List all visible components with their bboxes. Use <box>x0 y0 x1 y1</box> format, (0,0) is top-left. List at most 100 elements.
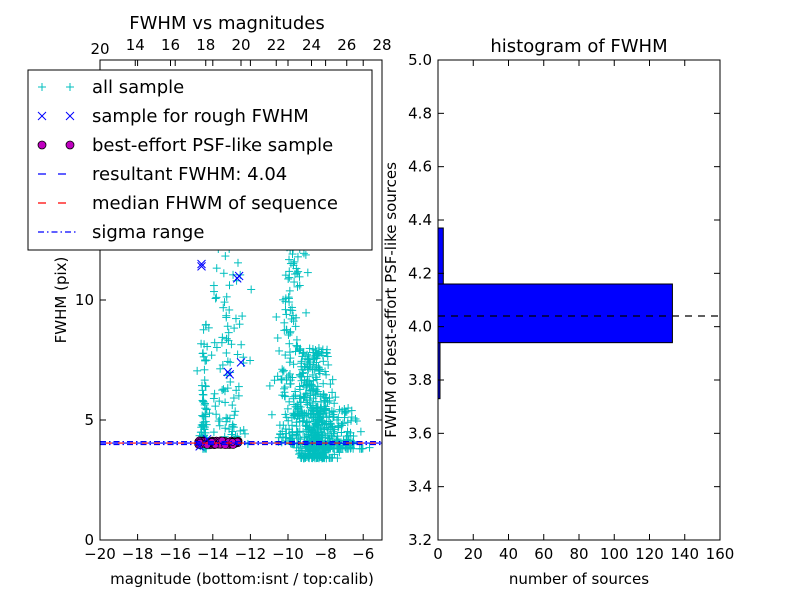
all-sample-point <box>285 255 294 264</box>
all-sample-point <box>222 334 231 343</box>
all-sample-point <box>198 390 207 399</box>
histogram-bars <box>438 227 673 400</box>
all-sample-point <box>281 294 290 303</box>
legend-x-b <box>37 111 47 121</box>
all-sample-point <box>267 410 276 419</box>
all-sample-point <box>324 360 333 369</box>
all-sample-point <box>200 400 209 409</box>
all-sample-point <box>312 352 321 361</box>
all-sample-point <box>305 362 314 371</box>
all-sample-point <box>282 413 291 422</box>
all-sample-point <box>215 421 224 430</box>
right-y-axis-label: FWHM of best-effort PSF-like sources <box>382 162 400 438</box>
all-sample-point <box>223 322 232 331</box>
all-sample-point <box>323 352 332 361</box>
all-sample-point <box>322 423 331 432</box>
all-sample-point <box>327 453 336 462</box>
all-sample-point <box>219 385 228 394</box>
all-sample-point <box>291 391 300 400</box>
all-sample-point <box>212 264 221 273</box>
all-sample-point <box>197 339 206 348</box>
all-sample-point <box>341 407 350 416</box>
right-y-tick-label: 4.2 <box>408 264 432 282</box>
all-sample-point <box>285 298 294 307</box>
rough-sample-x-b <box>236 358 246 367</box>
all-sample-point <box>322 370 331 379</box>
all-sample-point <box>291 347 300 356</box>
all-sample-point <box>338 419 347 428</box>
histogram-bar <box>438 283 673 344</box>
all-sample-point <box>340 409 349 418</box>
left-top-tick-label: 24 <box>302 36 321 54</box>
right-chart-title: histogram of FWHM <box>490 36 667 57</box>
rough-sample-point <box>236 358 246 367</box>
all-sample-point <box>329 410 338 419</box>
all-sample-point <box>293 282 302 291</box>
left-y-tick-label: 5 <box>84 411 94 429</box>
all-sample-point <box>282 310 291 319</box>
all-sample-point <box>298 349 307 358</box>
all-sample-point <box>302 308 311 317</box>
all-sample-point <box>281 351 290 360</box>
all-sample-point <box>290 270 299 279</box>
all-sample-point <box>293 412 302 421</box>
fwhm-reference-lines <box>100 441 382 446</box>
all-sample-point <box>239 425 248 434</box>
left-x-tick-label: −18 <box>122 545 154 563</box>
all-sample-point <box>314 432 323 441</box>
all-sample-point <box>200 365 209 374</box>
all-sample-point <box>273 334 282 343</box>
rough-sample-point <box>197 262 206 271</box>
left-top-extra-tick: 20 <box>90 40 109 58</box>
legend-x-marker <box>65 111 75 121</box>
right-y-tick-label: 3.4 <box>408 478 432 496</box>
all-sample-point <box>351 414 360 423</box>
all-sample-point <box>304 453 313 462</box>
all-sample-point <box>283 404 292 413</box>
all-sample-point <box>292 443 301 452</box>
right-x-tick-label: 20 <box>464 545 483 563</box>
all-sample-point <box>301 362 310 371</box>
all-sample-point <box>212 410 221 419</box>
left-top-tick-label: 26 <box>337 36 356 54</box>
all-sample-point <box>275 346 284 355</box>
all-sample-point <box>281 433 290 442</box>
all-sample-point <box>320 406 329 415</box>
left-top-tick-label: 14 <box>126 36 145 54</box>
left-top-tick-label: 16 <box>161 36 180 54</box>
all-sample-point <box>231 407 240 416</box>
all-sample-point <box>237 340 246 349</box>
legend-item: median FHWM of sequence <box>38 193 338 214</box>
all-sample-point <box>365 443 374 452</box>
left-x-tick-label: −6 <box>352 545 374 563</box>
all-sample-point <box>293 404 302 413</box>
all-sample-point <box>198 411 207 420</box>
all-sample-point <box>303 268 312 277</box>
all-sample-point <box>280 391 289 400</box>
all-sample-point <box>318 351 327 360</box>
right-y-tick-label: 3.8 <box>408 371 432 389</box>
all-sample-point <box>204 323 213 332</box>
rough-sample-x-b <box>195 442 204 451</box>
all-sample-point <box>265 381 274 390</box>
all-sample-point <box>290 278 299 287</box>
all-sample-point <box>302 433 311 442</box>
all-sample-point <box>199 325 208 334</box>
all-sample-point <box>315 409 324 418</box>
all-sample-point <box>238 312 247 321</box>
left-y-tick-label: 10 <box>75 291 94 309</box>
all-sample-point <box>273 372 282 381</box>
all-sample-point <box>347 406 356 415</box>
left-x-tick-label: −12 <box>235 545 267 563</box>
all-sample-point <box>287 314 296 323</box>
all-sample-point <box>277 438 286 447</box>
all-sample-point <box>200 376 209 385</box>
all-sample-point <box>296 398 305 407</box>
all-sample-point <box>200 425 209 434</box>
all-sample-point <box>205 409 214 418</box>
left-y-ticks: 0 5 10 <box>75 291 382 549</box>
all-sample-point <box>280 383 289 392</box>
right-y-tick-label: 4.0 <box>408 318 432 336</box>
all-sample-point <box>333 415 342 424</box>
